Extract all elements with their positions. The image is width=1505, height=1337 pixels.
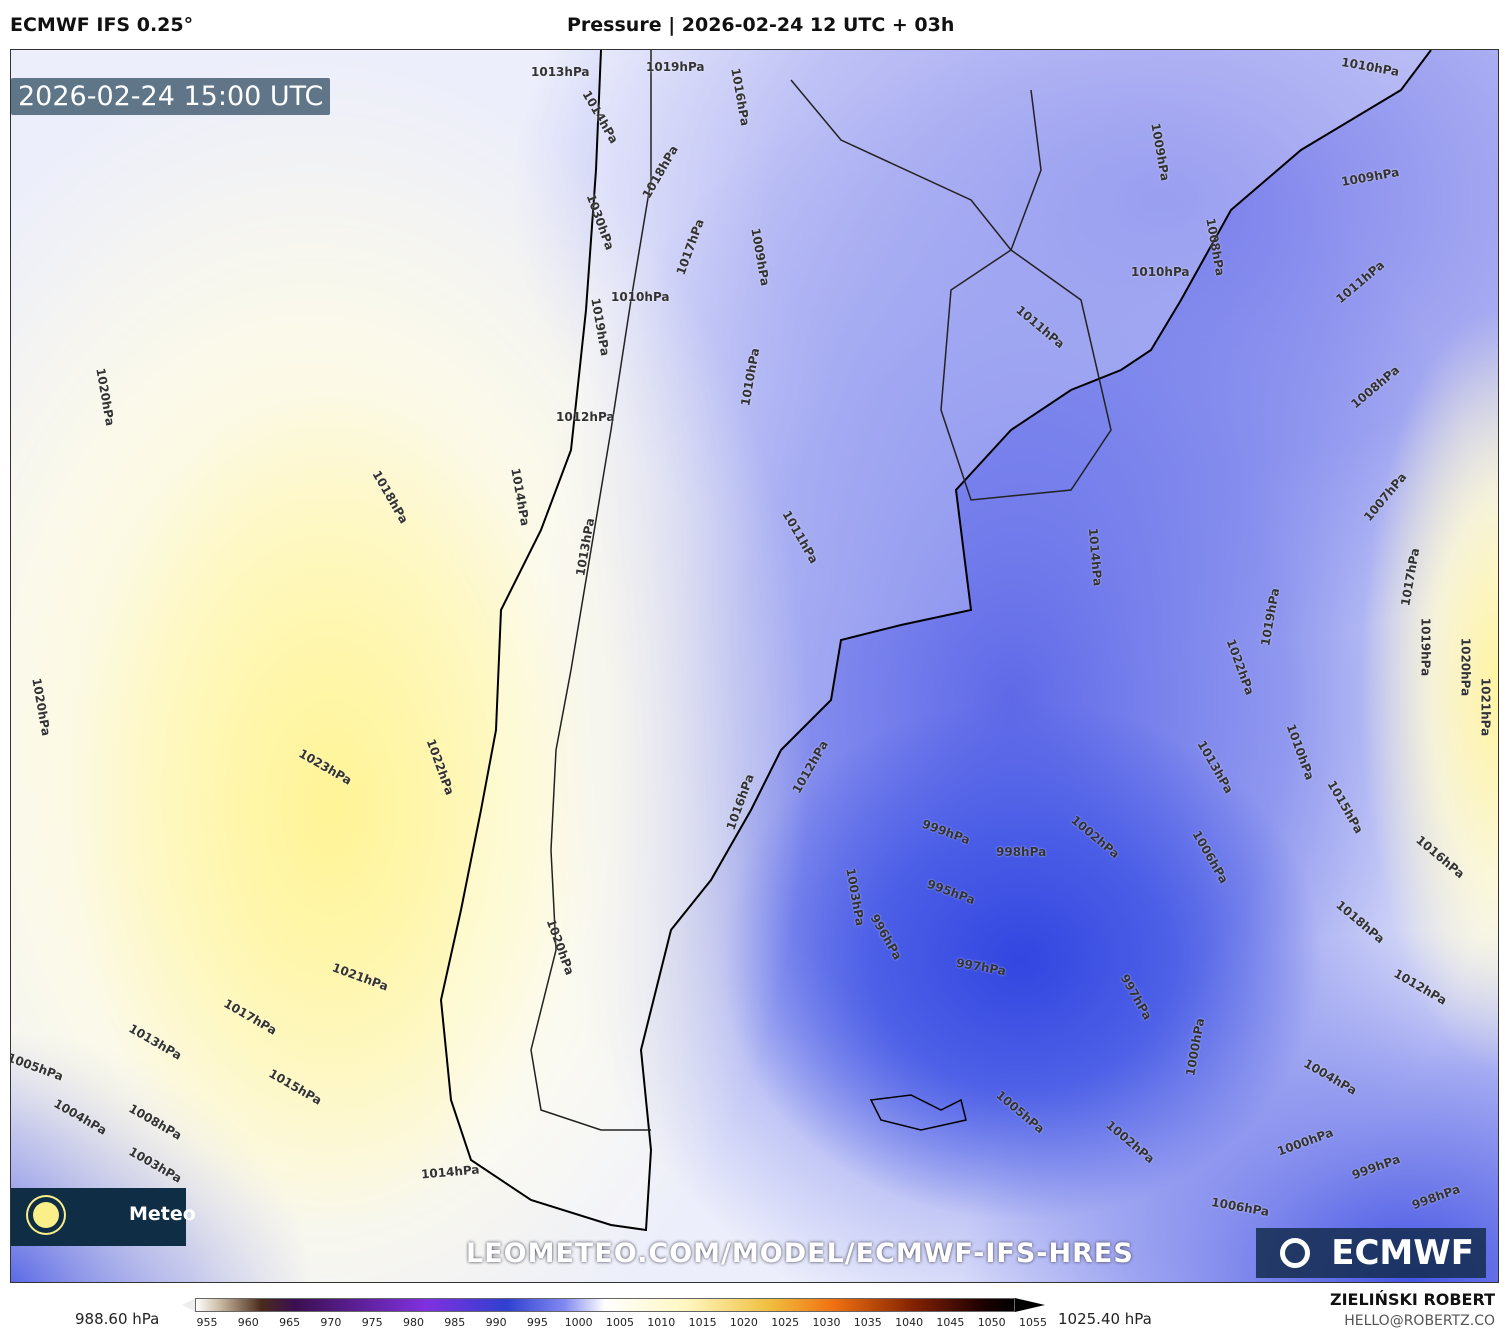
colorbar-tick: 1035 — [853, 1316, 882, 1329]
colorbar-tick: 955 — [196, 1316, 218, 1329]
colorbar-arrow-right — [1015, 1298, 1045, 1312]
colorbar-tick: 980 — [403, 1316, 424, 1329]
falkland-islands — [869, 1094, 967, 1131]
isobar-label: 998hPa — [996, 845, 1047, 859]
ecmwf-logo-text: ECMWF — [1331, 1233, 1474, 1273]
watermark-url: LEOMETEO.COM/MODEL/ECMWF-IFS-HRES — [466, 1238, 1134, 1269]
isobar-label: 1013hPa — [531, 65, 590, 79]
country-border — [530, 50, 1112, 1131]
meteo-logo[interactable]: Meteo — [11, 1188, 196, 1246]
colorbar-tick: 1020 — [729, 1316, 758, 1329]
isobar-label: 1019hPa — [1418, 617, 1433, 677]
isobar-label: 1010hPa — [1131, 265, 1190, 279]
colorbar-tick: 1055 — [1019, 1316, 1047, 1329]
colorbar-gradient — [195, 1298, 1015, 1312]
colorbar-tick: 1010 — [647, 1316, 676, 1329]
colorbar-tick: 975 — [361, 1316, 383, 1329]
colorbar-max: 1025.40 hPa — [1058, 1310, 1152, 1328]
colorbar-tick: 1000 — [564, 1316, 593, 1329]
meteo-logo-text: Meteo — [129, 1203, 196, 1225]
colorbar-tick: 970 — [320, 1316, 342, 1329]
colorbar-tick: 1015 — [688, 1316, 717, 1329]
colorbar-tick: 990 — [485, 1316, 507, 1329]
colorbar-tick: 960 — [237, 1316, 259, 1329]
colorbar-tick: 1005 — [606, 1316, 634, 1329]
isobar-label: 1019hPa — [646, 60, 705, 74]
isobar-label: 1020hPa — [1458, 637, 1473, 697]
colorbar-tick: 995 — [526, 1316, 548, 1329]
chart-title: Pressure | 2026-02-24 12 UTC + 03h — [567, 14, 955, 36]
ecmwf-logo-icon — [1280, 1238, 1310, 1268]
colorbar-tick: 985 — [444, 1316, 466, 1329]
isobar-label: 1010hPa — [611, 290, 670, 304]
isobar-label: 1012hPa — [556, 410, 615, 424]
colorbar-tick: 965 — [279, 1316, 301, 1329]
colorbar-min: 988.60 hPa — [75, 1310, 160, 1328]
colorbar-tick: 1050 — [977, 1316, 1006, 1329]
colorbar-tick: 1025 — [771, 1316, 800, 1329]
valid-time-badge: 2026-02-24 15:00 UTC — [11, 78, 331, 115]
pressure-map[interactable]: 1013hPa 1019hPa 1016hPa 1014hPa 1018hPa 1030h… — [10, 49, 1499, 1283]
isobar-label: 1021hPa — [1478, 677, 1493, 737]
colorbar-arrow-left — [182, 1298, 196, 1312]
colorbar-tick: 1040 — [895, 1316, 924, 1329]
colorbar: 955 960 965 970 975 980 985 990 995 1000 1005 1010 1… — [160, 1298, 1050, 1329]
colorbar-tick: 1030 — [812, 1316, 841, 1329]
author-credit: ZIELIŃSKI ROBERT — [1329, 1290, 1495, 1309]
sun-icon — [33, 1202, 59, 1228]
coastline-layer — [439, 50, 1432, 1232]
model-name: ECMWF IFS 0.25° — [10, 14, 194, 36]
ecmwf-logo: ECMWF — [1256, 1228, 1486, 1278]
coastline — [439, 50, 1432, 1232]
colorbar-tick: 1045 — [936, 1316, 965, 1329]
author-email[interactable]: HELLO@ROBERTZ.CO — [1344, 1313, 1495, 1329]
